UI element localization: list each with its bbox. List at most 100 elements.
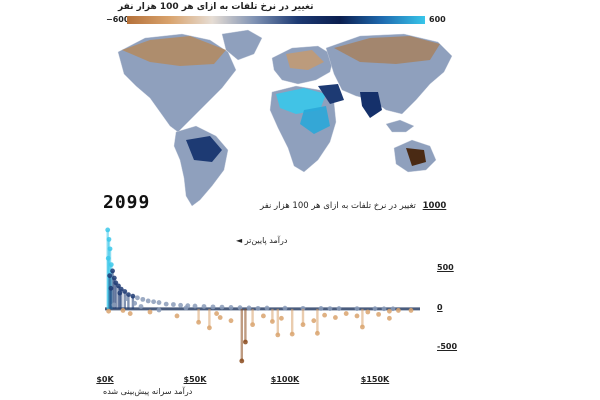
- data-point: [113, 280, 119, 286]
- map-legend-max: 600: [429, 15, 446, 24]
- data-point: [376, 311, 381, 317]
- data-point: [106, 308, 111, 314]
- data-point: [108, 285, 114, 291]
- map-north-america-warm: [122, 36, 226, 66]
- scatter-title-max: 1000: [422, 201, 447, 211]
- map-russia-warm: [334, 36, 440, 64]
- data-point: [125, 292, 131, 298]
- data-point: [108, 262, 114, 268]
- data-point: [117, 290, 123, 296]
- lower-income-annotation: درآمد پایین‌تر ◄: [236, 236, 288, 245]
- data-point: [151, 299, 157, 305]
- data-point: [250, 322, 256, 328]
- data-point: [140, 296, 146, 302]
- data-point: [390, 306, 396, 312]
- scatter-title: 1000 تغییر در نرخ تلفات به ازای هر 100 ه…: [260, 201, 460, 211]
- data-point: [261, 313, 266, 319]
- data-point: [110, 268, 115, 274]
- y-tick-label: 0: [437, 302, 443, 312]
- map-indonesia: [385, 119, 415, 133]
- data-point: [228, 305, 234, 310]
- data-point: [336, 306, 342, 311]
- data-point: [156, 300, 162, 305]
- data-point: [387, 315, 392, 321]
- data-point: [116, 283, 121, 289]
- map-legend-min: −600: [106, 15, 130, 24]
- data-point: [214, 311, 220, 316]
- map-india-hot: [360, 92, 382, 118]
- data-point: [318, 306, 324, 311]
- data-point: [387, 308, 392, 314]
- map-australia-dark: [406, 148, 426, 166]
- x-tick-label: $150K: [360, 375, 390, 384]
- data-point: [118, 286, 124, 292]
- data-point: [132, 300, 138, 306]
- data-point: [135, 295, 140, 301]
- data-point: [322, 312, 327, 318]
- map-europe-warm: [286, 50, 324, 70]
- data-point: [246, 305, 252, 311]
- data-point: [354, 313, 360, 319]
- map-arabia-hot: [318, 84, 344, 104]
- data-point: [106, 236, 112, 242]
- scatter-title-text: تغییر در نرخ تلفات به ازای هر 100 هزار ن…: [260, 201, 416, 211]
- data-point: [289, 331, 295, 337]
- data-point: [124, 296, 129, 301]
- data-point: [333, 315, 338, 320]
- data-point: [270, 319, 275, 324]
- data-point: [360, 324, 365, 330]
- data-point: [122, 289, 128, 294]
- data-point: [279, 315, 284, 321]
- data-point: [228, 318, 234, 324]
- data-point: [343, 311, 349, 316]
- data-point: [105, 255, 111, 261]
- map-amazon-hot: [186, 136, 222, 162]
- map-legend-title: تغییر در نرخ تلفات به ازای هر 100 هزار ن…: [118, 2, 314, 12]
- data-point: [207, 325, 212, 331]
- y-tick-label: -500: [437, 342, 458, 352]
- data-point: [354, 306, 360, 312]
- x-tick-label: $50K: [183, 375, 207, 384]
- data-point: [219, 304, 225, 310]
- data-point: [372, 306, 378, 312]
- data-point: [156, 307, 162, 313]
- data-point: [105, 227, 111, 233]
- data-point: [255, 305, 261, 311]
- x-axis-title: درآمد سرانه پیش‌بینی شده: [103, 387, 193, 396]
- data-point: [174, 313, 180, 319]
- data-point: [145, 298, 151, 304]
- data-point: [217, 315, 223, 320]
- data-point: [183, 305, 189, 311]
- map-sahara-hot: [276, 88, 326, 114]
- data-point: [243, 339, 248, 345]
- map-legend-gradient: [127, 16, 425, 24]
- data-point: [282, 305, 288, 311]
- data-point: [138, 304, 144, 309]
- data-point: [111, 275, 117, 281]
- data-point: [408, 308, 414, 313]
- data-point: [300, 322, 306, 328]
- data-point: [130, 293, 136, 299]
- data-point: [111, 302, 117, 308]
- data-point: [107, 246, 113, 252]
- data-point: [196, 319, 202, 325]
- data-point: [315, 330, 320, 336]
- data-point: [127, 311, 133, 316]
- map-east-africa-hot: [300, 106, 330, 134]
- data-point: [210, 304, 216, 310]
- data-point: [365, 309, 371, 315]
- data-point: [381, 306, 387, 312]
- data-point: [120, 308, 126, 313]
- x-tick-label: $100K: [270, 375, 300, 384]
- data-point: [239, 358, 245, 364]
- data-point: [163, 301, 169, 307]
- year-label: 2099: [103, 192, 151, 213]
- x-tick-label: $0K: [96, 375, 114, 384]
- data-point: [264, 305, 270, 311]
- scatter-points: [105, 227, 414, 364]
- data-point: [147, 309, 153, 315]
- data-point: [327, 306, 333, 312]
- data-point: [178, 302, 184, 308]
